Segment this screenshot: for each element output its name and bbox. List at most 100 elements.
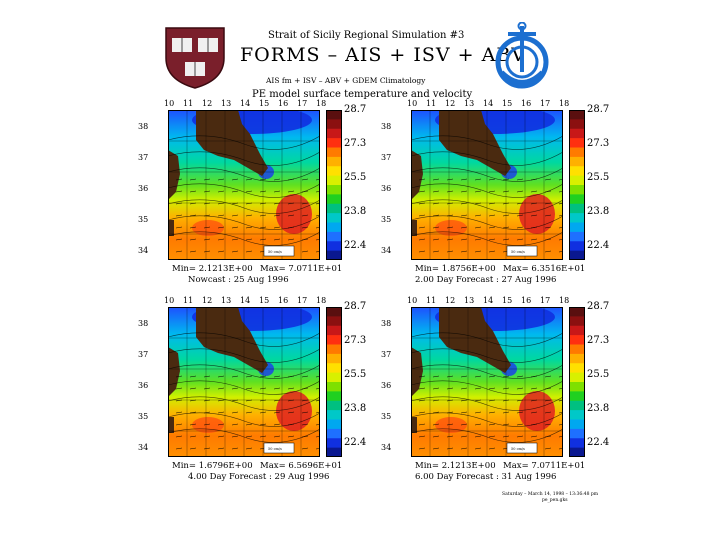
colorbar-label: 27.3: [344, 335, 367, 346]
max-value: Max= 7.0711E+01: [260, 264, 343, 274]
lon-tick-label: 16: [278, 99, 289, 108]
colorbar-label: 25.5: [344, 172, 367, 183]
lon-tick-label: 16: [521, 99, 532, 108]
panel-caption: 2.00 Day Forecast : 27 Aug 1996: [415, 275, 557, 285]
colorbar-label: 25.5: [587, 172, 610, 183]
lat-tick-label: 36: [138, 381, 149, 390]
lon-tick-label: 11: [426, 296, 437, 305]
lon-tick-label: 14: [483, 99, 494, 108]
panel-caption: Nowcast : 25 Aug 1996: [188, 275, 289, 285]
colorbar-label: 22.4: [587, 240, 610, 251]
svg-text:50 cm/s: 50 cm/s: [511, 447, 525, 451]
colorbar-label: 28.7: [344, 301, 367, 312]
max-value: Max= 7.0711E+01: [503, 461, 586, 471]
title-line2: FORMS – AIS + ISV + ABV: [240, 44, 527, 66]
min-value: Min= 1.8756E+00: [415, 264, 496, 274]
lon-tick-label: 18: [559, 296, 570, 305]
lon-tick-label: 12: [202, 296, 213, 305]
colorbar-label: 28.7: [344, 104, 367, 115]
lat-tick-label: 38: [138, 122, 149, 131]
lon-tick-label: 10: [164, 99, 175, 108]
lon-tick-label: 15: [259, 99, 270, 108]
lon-tick-label: 14: [240, 99, 251, 108]
max-value: Max= 6.3516E+01: [503, 264, 586, 274]
lon-tick-label: 14: [483, 296, 494, 305]
lon-tick-label: 13: [464, 296, 475, 305]
min-value: Min= 2.1213E+00: [415, 461, 496, 471]
lon-tick-label: 14: [240, 296, 251, 305]
forecast-panel-3: 10 11 12 13 14 15 16 17 18 38 37 36 35 34 50 cm/s 28.7 2…: [138, 296, 378, 499]
colorbar-label: 28.7: [587, 301, 610, 312]
colorbar-label: 25.5: [344, 369, 367, 380]
forecast-panel-4: 10 11 12 13 14 15 16 17 18 38 37 36 35 34 50 cm/s 28.7 2…: [381, 296, 621, 499]
forecast-panel-2: 10 11 12 13 14 15 16 17 18 38 37 36 35 34 50 cm/s 28.7 2…: [381, 99, 621, 302]
svg-text:50 cm/s: 50 cm/s: [511, 250, 525, 254]
lat-tick-label: 38: [138, 319, 149, 328]
lon-tick-label: 12: [445, 296, 456, 305]
lon-tick-label: 13: [221, 296, 232, 305]
lon-tick-label: 16: [278, 296, 289, 305]
colorbar-label: 23.8: [344, 206, 367, 217]
title-line4: PE model surface temperature and velocit…: [252, 89, 473, 100]
colorbar-label: 22.4: [344, 240, 367, 251]
lon-tick-label: 17: [297, 99, 308, 108]
lon-tick-label: 17: [297, 296, 308, 305]
colorbar: [326, 110, 342, 260]
lon-tick-label: 12: [445, 99, 456, 108]
colorbar: [326, 307, 342, 457]
colorbar-label: 28.7: [587, 104, 610, 115]
lon-tick-label: 18: [316, 296, 327, 305]
harvard-shield-logo: [162, 24, 228, 94]
lon-tick-label: 15: [259, 296, 270, 305]
colorbar-label: 27.3: [587, 138, 610, 149]
lon-tick-label: 10: [407, 296, 418, 305]
lon-tick-label: 15: [502, 296, 513, 305]
lat-tick-label: 37: [138, 350, 149, 359]
lon-tick-label: 13: [221, 99, 232, 108]
colorbar-label: 23.8: [344, 403, 367, 414]
title-line1: Strait of Sicily Regional Simulation #3: [268, 30, 465, 41]
temperature-map: 50 cm/s: [168, 110, 320, 260]
lat-tick-label: 35: [381, 412, 392, 421]
lon-tick-label: 17: [540, 296, 551, 305]
colorbar: [569, 307, 585, 457]
footer-credit: Saturday – March 14, 1998 – 13:36:48 pm: [502, 492, 599, 497]
lat-tick-label: 36: [138, 184, 149, 193]
lon-tick-label: 11: [183, 99, 194, 108]
lat-tick-label: 35: [138, 412, 149, 421]
lat-tick-label: 34: [381, 246, 392, 255]
temperature-map: 50 cm/s: [411, 307, 563, 457]
lat-tick-label: 34: [138, 443, 149, 452]
lat-tick-label: 37: [381, 153, 392, 162]
lat-tick-label: 35: [381, 215, 392, 224]
lon-tick-label: 12: [202, 99, 213, 108]
colorbar-label: 27.3: [344, 138, 367, 149]
footer-credit2: pe_pen.gks: [542, 498, 568, 503]
lat-tick-label: 38: [381, 122, 392, 131]
colorbar-label: 22.4: [587, 437, 610, 448]
lat-tick-label: 34: [381, 443, 392, 452]
lat-tick-label: 38: [381, 319, 392, 328]
colorbar-label: 23.8: [587, 403, 610, 414]
lat-tick-label: 37: [381, 350, 392, 359]
title-line3: AIS fm + ISV – ABV + GDEM Climatology: [266, 76, 426, 85]
lat-tick-label: 36: [381, 184, 392, 193]
anchor-emblem-logo: [488, 21, 556, 98]
temperature-map: 50 cm/s: [411, 110, 563, 260]
lon-tick-label: 17: [540, 99, 551, 108]
colorbar: [569, 110, 585, 260]
lat-tick-label: 36: [381, 381, 392, 390]
lon-tick-label: 13: [464, 99, 475, 108]
panel-caption: 6.00 Day Forecast : 31 Aug 1996: [415, 472, 557, 482]
colorbar-label: 23.8: [587, 206, 610, 217]
lon-tick-label: 11: [183, 296, 194, 305]
lon-tick-label: 15: [502, 99, 513, 108]
forecast-panel-1: 10 11 12 13 14 15 16 17 18 38 37 36 35 34 50 cm/s 28.7 2…: [138, 99, 378, 302]
svg-text:50 cm/s: 50 cm/s: [268, 447, 282, 451]
lon-tick-label: 16: [521, 296, 532, 305]
panel-caption: 4.00 Day Forecast : 29 Aug 1996: [188, 472, 330, 482]
min-value: Min= 2.1213E+00: [172, 264, 253, 274]
max-value: Max= 6.5696E+01: [260, 461, 343, 471]
lat-tick-label: 34: [138, 246, 149, 255]
min-value: Min= 1.6796E+00: [172, 461, 253, 471]
